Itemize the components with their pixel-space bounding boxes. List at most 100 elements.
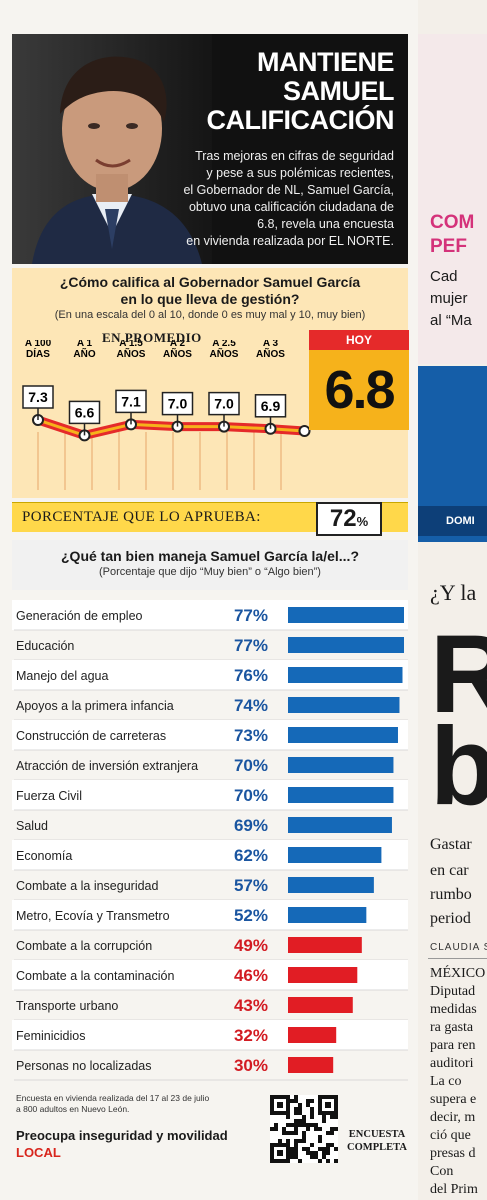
issues-question-title: ¿Qué tan bien maneja Samuel García la/el… [61,548,359,564]
rating-question-box: ¿Cómo califica al Gobernador Samuel Garc… [12,268,408,328]
qr-module [294,1119,298,1123]
qr-module [314,1123,318,1127]
adjacent-headline-2: PEF [430,236,467,257]
qr-module [322,1115,326,1119]
qr-module [298,1103,302,1107]
data-label: 43% [234,996,268,1015]
data-label: 77% [234,636,268,655]
headline: MANTIENE SAMUEL CALIFICACIÓN [174,48,395,135]
category-label: Construcción de carreteras [16,729,166,743]
qr-module [318,1139,322,1143]
data-label: 62% [234,846,268,865]
data-label: 46% [234,966,268,985]
bar [288,727,398,743]
data-label: 7.1 [121,393,141,409]
x-tick-label: DÍAS [26,347,50,360]
issues-bar-chart: Generación de empleo 77% Educación 77% Manej… [12,600,408,1081]
qr-module [302,1123,306,1127]
bar [288,937,362,953]
category-label: Transporte urbano [16,999,118,1013]
x-tick-label: A 100 [25,340,52,349]
adjacent-body-line: Con [430,1164,454,1179]
category-label: Generación de empleo [16,609,143,623]
rating-question-subtitle: (En una escala del 0 al 10, donde 0 es m… [54,309,366,321]
bar [288,757,394,773]
data-label: 69% [234,816,268,835]
approval-value-box: 72% [316,502,382,536]
related-headline[interactable]: Preocupa inseguridad y movilidad [16,1128,228,1143]
qr-module [318,1135,322,1139]
encuesta-line-2: COMPLETA [347,1142,407,1153]
adjacent-body-line: La co [430,1074,462,1089]
qr-module [310,1155,314,1159]
category-label: Combate a la inseguridad [16,879,158,893]
category-label: Personas no localizadas [16,1059,152,1073]
category-label: Metro, Ecovía y Transmetro [16,909,170,923]
qr-module [286,1115,290,1119]
category-label: Atracción de inversión extranjera [16,759,198,773]
qr-module [314,1155,318,1159]
adjacent-deck: Gastar [430,836,472,853]
adjacent-body-line: MÉXICO [430,966,486,981]
qr-module [318,1159,322,1163]
qr-module [306,1099,310,1103]
adjacent-photo [418,34,487,364]
qr-module [294,1123,298,1127]
category-label: Economía [16,849,72,863]
data-label: 49% [234,936,268,955]
x-tick-label: AÑOS [256,347,285,360]
qr-module [306,1147,310,1151]
qr-module [290,1155,294,1159]
value-box [161,391,194,416]
qr-module [286,1123,290,1127]
footnote-line: Encuesta en vivienda realizada del 17 al… [16,1093,210,1103]
data-label: 7.3 [28,389,48,405]
approval-value: 72 [329,505,357,532]
data-label: 52% [234,906,268,925]
qr-module [314,1151,318,1155]
encuesta-completa-link[interactable]: ENCUESTA COMPLETA [346,1128,408,1154]
qr-finder [277,1102,283,1108]
qr-module [294,1095,298,1099]
qr-module [302,1147,306,1151]
issues-question-box: ¿Qué tan bien maneja Samuel García la/el… [12,540,408,590]
qr-module [278,1139,282,1143]
hoy-rating-value: 6.8 [309,350,409,430]
x-tick-label: A 3 [263,340,279,349]
adjacent-page: COM PEF Cad mujer al “Ma DOMI ¿Y la R b … [418,0,487,1200]
qr-module [330,1143,334,1147]
x-tick-label: AÑOS [210,347,239,360]
qr-finder [277,1150,283,1156]
qr-module [302,1131,306,1135]
qr-module [294,1155,298,1159]
value-box [115,389,147,414]
rating-question-title: ¿Cómo califica al Gobernador Samuel Garc… [18,274,402,308]
row-stripe [12,1020,408,1050]
x-tick-label: A 1 [77,340,93,349]
governor-portrait [12,34,212,264]
qr-module [322,1155,326,1159]
adjacent-body-line: para ren [430,1038,476,1053]
issues-question-subtitle: (Porcentaje que dijo “Muy bien” o “Algo … [99,566,321,578]
x-tick-label: A 2 [170,340,186,349]
qr-module [294,1139,298,1143]
bar [288,1027,337,1043]
qr-module [298,1139,302,1143]
qr-code-icon[interactable] [270,1095,338,1163]
qr-module [306,1103,310,1107]
x-tick-label: A 1.5 [119,340,143,349]
adjacent-body-line: ra gasta [430,1020,474,1035]
qr-module [326,1143,330,1147]
adjacent-big-letter: R [430,613,487,736]
approval-label: PORCENTAJE QUE LO APRUEBA: [22,509,261,525]
qr-module [302,1135,306,1139]
qr-module [294,1151,298,1155]
qr-module [310,1111,314,1115]
headline-line-3: CALIFICACIÓN [206,105,395,135]
value-box [208,391,240,416]
qr-module [326,1151,330,1155]
qr-module [306,1127,310,1131]
data-label: 32% [234,1026,268,1045]
bar [288,637,404,653]
value-box [68,400,101,425]
